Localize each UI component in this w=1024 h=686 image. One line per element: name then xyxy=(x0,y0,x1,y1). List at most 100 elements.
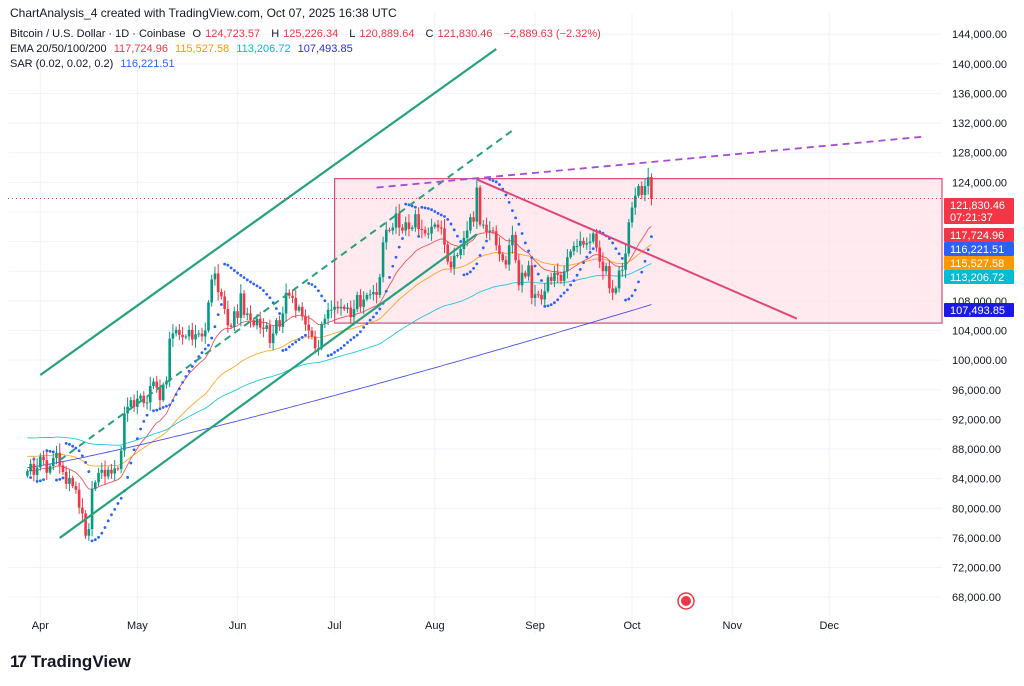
candle-body xyxy=(410,227,414,230)
candle-body xyxy=(472,217,475,222)
candle-body xyxy=(155,381,159,388)
sar-dot xyxy=(430,208,433,212)
candle-body xyxy=(184,336,188,338)
ema200-value: 107,493.85 xyxy=(297,43,353,55)
sar-dot xyxy=(294,340,298,344)
sar-dot xyxy=(394,255,398,259)
chart-header: ChartAnalysis_4 created with TradingView… xyxy=(10,6,397,20)
ema20-value: 117,724.96 xyxy=(113,43,168,55)
candle-body xyxy=(543,291,547,300)
sar-dot xyxy=(106,519,110,523)
candle-body xyxy=(226,309,230,326)
sar-dot xyxy=(452,228,456,232)
candle-body xyxy=(152,381,155,387)
sar-dot xyxy=(55,478,58,482)
candle-body xyxy=(582,240,585,245)
ema50-value: 115,527.58 xyxy=(175,43,230,55)
sar-dot xyxy=(420,205,424,209)
sar-dot xyxy=(119,496,123,500)
sar-dot xyxy=(90,539,94,543)
sar-dot xyxy=(113,507,117,511)
ema-label[interactable]: EMA 20/50/100/200 xyxy=(10,43,107,55)
candle-body xyxy=(71,477,74,487)
candle-body xyxy=(294,297,298,311)
sar-dot xyxy=(582,261,585,265)
sar-dot xyxy=(132,448,136,452)
sar-label[interactable]: SAR (0.02, 0.02, 0.2) xyxy=(10,58,114,70)
candle-body xyxy=(284,292,288,314)
price-tag xyxy=(944,228,1014,242)
sar-dot xyxy=(527,249,530,253)
sar-dot xyxy=(232,269,236,272)
candle-body xyxy=(566,257,569,272)
candle-body xyxy=(333,306,336,310)
y-tick-label: 72,000.00 xyxy=(952,563,1001,575)
candle-body xyxy=(35,467,39,475)
candle-body xyxy=(482,224,485,226)
sar-dot xyxy=(459,240,463,243)
price-tag xyxy=(944,242,1014,256)
candle-body xyxy=(158,387,162,401)
candle-body xyxy=(485,224,488,232)
y-tick-label: 100,000.00 xyxy=(952,355,1007,367)
x-tick-label: Oct xyxy=(623,620,640,632)
candle-body xyxy=(630,207,634,223)
ema100-value: 113,206.72 xyxy=(236,43,291,55)
sar-dot xyxy=(591,247,595,251)
sar-dot xyxy=(443,215,446,218)
candle-body xyxy=(48,466,52,473)
sar-dot xyxy=(549,303,553,307)
y-tick-label: 140,000.00 xyxy=(952,59,1007,71)
candle-body xyxy=(359,294,362,307)
sar-dot xyxy=(365,322,369,325)
economic-event-icon xyxy=(677,592,695,610)
sar-dots xyxy=(29,178,653,543)
sar-dot xyxy=(281,349,285,352)
symbol-name[interactable]: Bitcoin / U.S. Dollar · 1D · Coinbase xyxy=(10,28,186,40)
sar-dot xyxy=(498,183,501,186)
candle-body xyxy=(439,227,443,229)
candle-body xyxy=(553,272,556,281)
candle-body xyxy=(598,247,601,262)
candle-body xyxy=(265,325,268,330)
sar-dot xyxy=(468,270,472,274)
candle-body xyxy=(281,313,285,327)
tradingview-logo-icon: 17 xyxy=(10,652,27,671)
candle-body xyxy=(601,261,605,272)
candle-body xyxy=(365,294,369,300)
candle-body xyxy=(420,229,424,231)
sar-dot xyxy=(284,348,288,351)
sar-dot xyxy=(617,252,621,256)
candle-body xyxy=(449,261,453,268)
candle-body xyxy=(187,329,191,337)
candle-body xyxy=(45,460,49,473)
candle-body xyxy=(29,463,32,472)
candle-body xyxy=(446,244,450,262)
candle-body xyxy=(55,452,58,458)
candle-body xyxy=(200,333,204,337)
candle-body xyxy=(375,292,378,295)
sar-dot xyxy=(326,354,330,358)
candle-body xyxy=(346,307,349,310)
candle-body xyxy=(100,469,104,473)
sar-dot xyxy=(491,179,495,183)
sar-dot xyxy=(646,248,650,252)
tradingview-brand[interactable]: 17 TradingView xyxy=(10,652,131,672)
sar-dot xyxy=(317,289,320,293)
sar-dot xyxy=(236,271,239,275)
candle-body xyxy=(51,457,55,467)
ema200-line xyxy=(27,304,652,469)
candle-body xyxy=(650,177,653,199)
sar-dot xyxy=(359,330,362,334)
sar-dot xyxy=(414,205,417,209)
candle-body xyxy=(621,269,624,271)
candle-body xyxy=(640,186,644,195)
sar-dot xyxy=(64,442,68,445)
candle-body xyxy=(119,450,123,470)
sar-dot xyxy=(262,289,265,292)
candle-body xyxy=(39,456,42,468)
sar-dot xyxy=(310,283,314,286)
candle-body xyxy=(213,273,217,280)
sar-dot xyxy=(565,288,569,292)
